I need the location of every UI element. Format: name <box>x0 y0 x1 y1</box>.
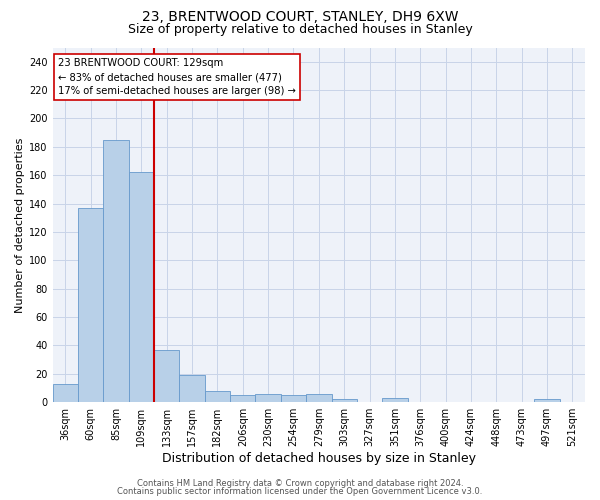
Bar <box>256 394 281 402</box>
Bar <box>78 208 103 402</box>
Text: Contains public sector information licensed under the Open Government Licence v3: Contains public sector information licen… <box>118 487 482 496</box>
Bar <box>332 400 357 402</box>
Text: 23, BRENTWOOD COURT, STANLEY, DH9 6XW: 23, BRENTWOOD COURT, STANLEY, DH9 6XW <box>142 10 458 24</box>
Bar <box>535 400 560 402</box>
Bar <box>382 398 407 402</box>
Bar <box>154 350 179 402</box>
X-axis label: Distribution of detached houses by size in Stanley: Distribution of detached houses by size … <box>162 452 476 465</box>
Bar <box>103 140 129 402</box>
Y-axis label: Number of detached properties: Number of detached properties <box>15 137 25 312</box>
Bar <box>230 395 256 402</box>
Bar <box>129 172 154 402</box>
Text: Size of property relative to detached houses in Stanley: Size of property relative to detached ho… <box>128 22 472 36</box>
Bar <box>205 391 230 402</box>
Bar <box>306 394 332 402</box>
Text: Contains HM Land Registry data © Crown copyright and database right 2024.: Contains HM Land Registry data © Crown c… <box>137 478 463 488</box>
Bar <box>281 395 306 402</box>
Bar <box>53 384 78 402</box>
Bar <box>179 376 205 402</box>
Text: 23 BRENTWOOD COURT: 129sqm
← 83% of detached houses are smaller (477)
17% of sem: 23 BRENTWOOD COURT: 129sqm ← 83% of deta… <box>58 58 296 96</box>
